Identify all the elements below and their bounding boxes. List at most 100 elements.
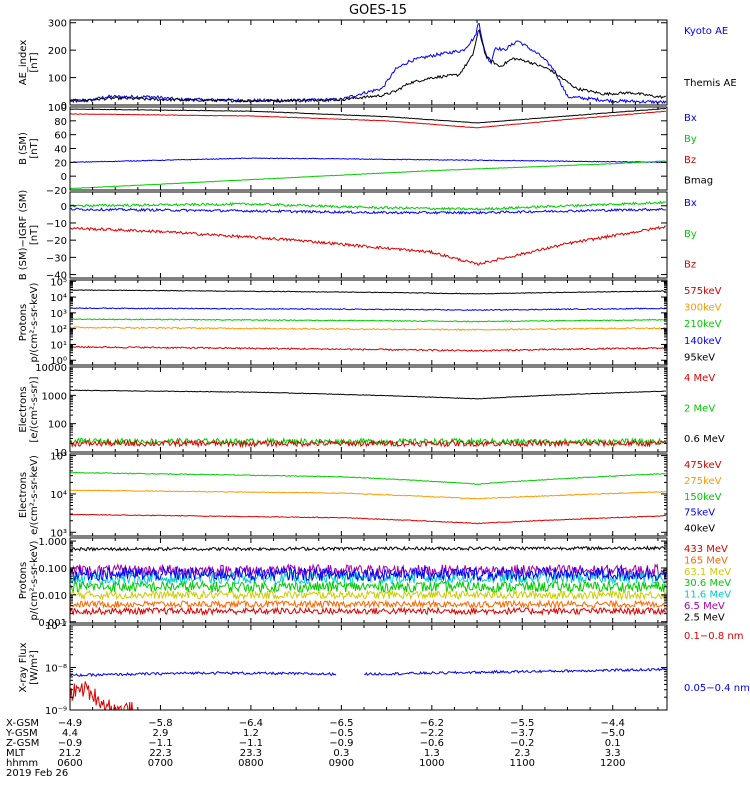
y-tick-label: 100 (48, 74, 67, 85)
y-tick-label: 20 (54, 158, 67, 169)
panel-frame (69, 624, 668, 711)
x-axis-row-value: 22.3 (149, 748, 171, 759)
x-axis-row-value: 4.4 (62, 728, 78, 739)
x-axis-row-value: 0600 (57, 758, 82, 769)
panel-frame (69, 19, 668, 106)
series-line (70, 29, 666, 104)
series-group (70, 471, 666, 525)
x-axis-row-value: 21.2 (59, 748, 81, 759)
series-line (70, 110, 666, 129)
y-tick-label: 0.001 (38, 618, 67, 629)
series-group (70, 389, 667, 449)
x-axis-row-value: −4.9 (58, 718, 82, 729)
x-axis-row-label: MLT (6, 748, 26, 759)
y-tick-label: 0 (61, 202, 67, 213)
series-line (70, 389, 666, 400)
panel-protons-kev: 10⁰ 10¹ 10² 10³ 10⁴ 10⁵ Protons p/(cm²-s-sr-keV… (18, 277, 722, 367)
y-tick-label: −40 (46, 271, 67, 282)
series-line (70, 23, 667, 105)
series-line (70, 157, 667, 164)
x-axis-row-value: −6.2 (420, 718, 444, 729)
y-tick-label: 10⁰ (50, 356, 67, 367)
y-tick-label: 10 (54, 448, 67, 459)
y-tick-label: 300 (48, 19, 67, 30)
x-axis-row-value: −0.5 (329, 728, 353, 739)
x-axis-row-value: 1100 (510, 758, 535, 769)
series-line (70, 588, 667, 601)
legend-entry: 165 MeV (684, 555, 728, 566)
x-axis-row-value: 1.2 (243, 728, 259, 739)
legend-entry: 30.6 MeV (684, 578, 731, 589)
x-axis-row-label: Y-GSM (5, 728, 38, 739)
y-tick-label: 0.100 (38, 564, 67, 575)
y-tick-label: 10⁵ (50, 452, 67, 463)
panel-xray: 10⁻⁹ 10⁻⁸ 10⁻⁷ X-ray Flux [W/m²] 0.1−0.8 nm 0.… (18, 621, 750, 717)
x-axis-row-value: 2.3 (514, 748, 530, 759)
y-tick-label: 80 (54, 117, 67, 128)
y-tick-label: 10⁴ (50, 490, 67, 501)
y-tick-label: −20 (46, 186, 67, 197)
y-tick-label: 10¹ (50, 340, 67, 351)
legend-entry: Kyoto AE (684, 26, 728, 37)
panel-frame (69, 279, 668, 366)
y-tick-label: −10 (46, 219, 67, 230)
legend-entry: 575keV (684, 286, 722, 297)
y-axis-label: [nT] (29, 52, 40, 72)
y-tick-label: 0 (61, 101, 67, 112)
series-line (70, 606, 667, 616)
series-line (70, 513, 666, 525)
x-axis-row-value: −5.5 (510, 718, 534, 729)
legend-entry: 2.5 MeV (684, 612, 725, 623)
y-axis-label: p/(cm²-s-sr-keV) (29, 282, 40, 362)
y-axis-label: AE_index (18, 40, 29, 86)
x-axis-row-value: 2.9 (153, 728, 169, 739)
legend-entry: Bz (684, 155, 696, 166)
x-axis-row-label: Z-GSM (6, 738, 39, 749)
series-line (70, 681, 133, 710)
series-line (70, 108, 666, 124)
x-axis-row-value: −1.1 (148, 738, 172, 749)
legend-entry: 95keV (684, 352, 715, 363)
x-axis-row-value: −5.0 (601, 728, 625, 739)
x-axis-row-value: 0900 (329, 758, 354, 769)
date-label: 2019 Feb 26 (6, 768, 68, 779)
x-axis-row-value: −1.1 (239, 738, 263, 749)
legend-entry: 0.05−0.4 nm (684, 683, 750, 694)
y-axis-label: B (SM) (18, 132, 29, 165)
y-tick-label: 10⁴ (50, 293, 67, 304)
legend-entry: 11.6 MeV (684, 590, 731, 601)
y-tick-label: 10² (50, 325, 67, 336)
y-axis-label: Electrons (18, 472, 29, 518)
y-axis-label: X-ray Flux (18, 642, 29, 692)
x-axis-row-value: −0.9 (329, 738, 353, 749)
x-axis-row-value: 0800 (238, 758, 263, 769)
series-line (70, 326, 667, 331)
y-tick-label: 1000 (42, 391, 67, 402)
series-line (70, 667, 667, 678)
y-tick-label: 0 (61, 172, 67, 183)
y-axis-label: [nT] (29, 138, 40, 158)
panel-frame (69, 191, 668, 279)
x-axis-row-value: −0.9 (58, 738, 82, 749)
panel-frame (69, 106, 668, 191)
legend-entry: 6.5 MeV (684, 601, 725, 612)
series-line (70, 307, 667, 312)
x-axis-ephemeris: X-GSM −4.9 −5.8 −6.4 −6.5 −6.2 −5.5 −4.4 Y-GSM 4.… (5, 718, 625, 779)
legend-entry: Themis AE (683, 78, 737, 89)
series-group (70, 667, 667, 710)
legend-entry: 40keV (684, 524, 715, 535)
x-axis-row-value: −0.2 (510, 738, 534, 749)
y-tick-label: 0.010 (38, 591, 67, 602)
legend-entry: 2 MeV (684, 403, 715, 414)
y-axis-label: Protons (18, 562, 29, 599)
panel-bsm: −20 0 20 40 60 80 100 B (SM) [nT] Bx By Bz Bmag (18, 103, 713, 197)
y-tick-label: 10⁻⁸ (45, 664, 67, 675)
panel-frame (69, 366, 668, 453)
x-axis-row-value: 0.3 (333, 748, 349, 759)
y-axis-label: Electrons (18, 386, 29, 432)
series-line (70, 599, 667, 610)
x-axis-row-value: 0.1 (605, 738, 621, 749)
